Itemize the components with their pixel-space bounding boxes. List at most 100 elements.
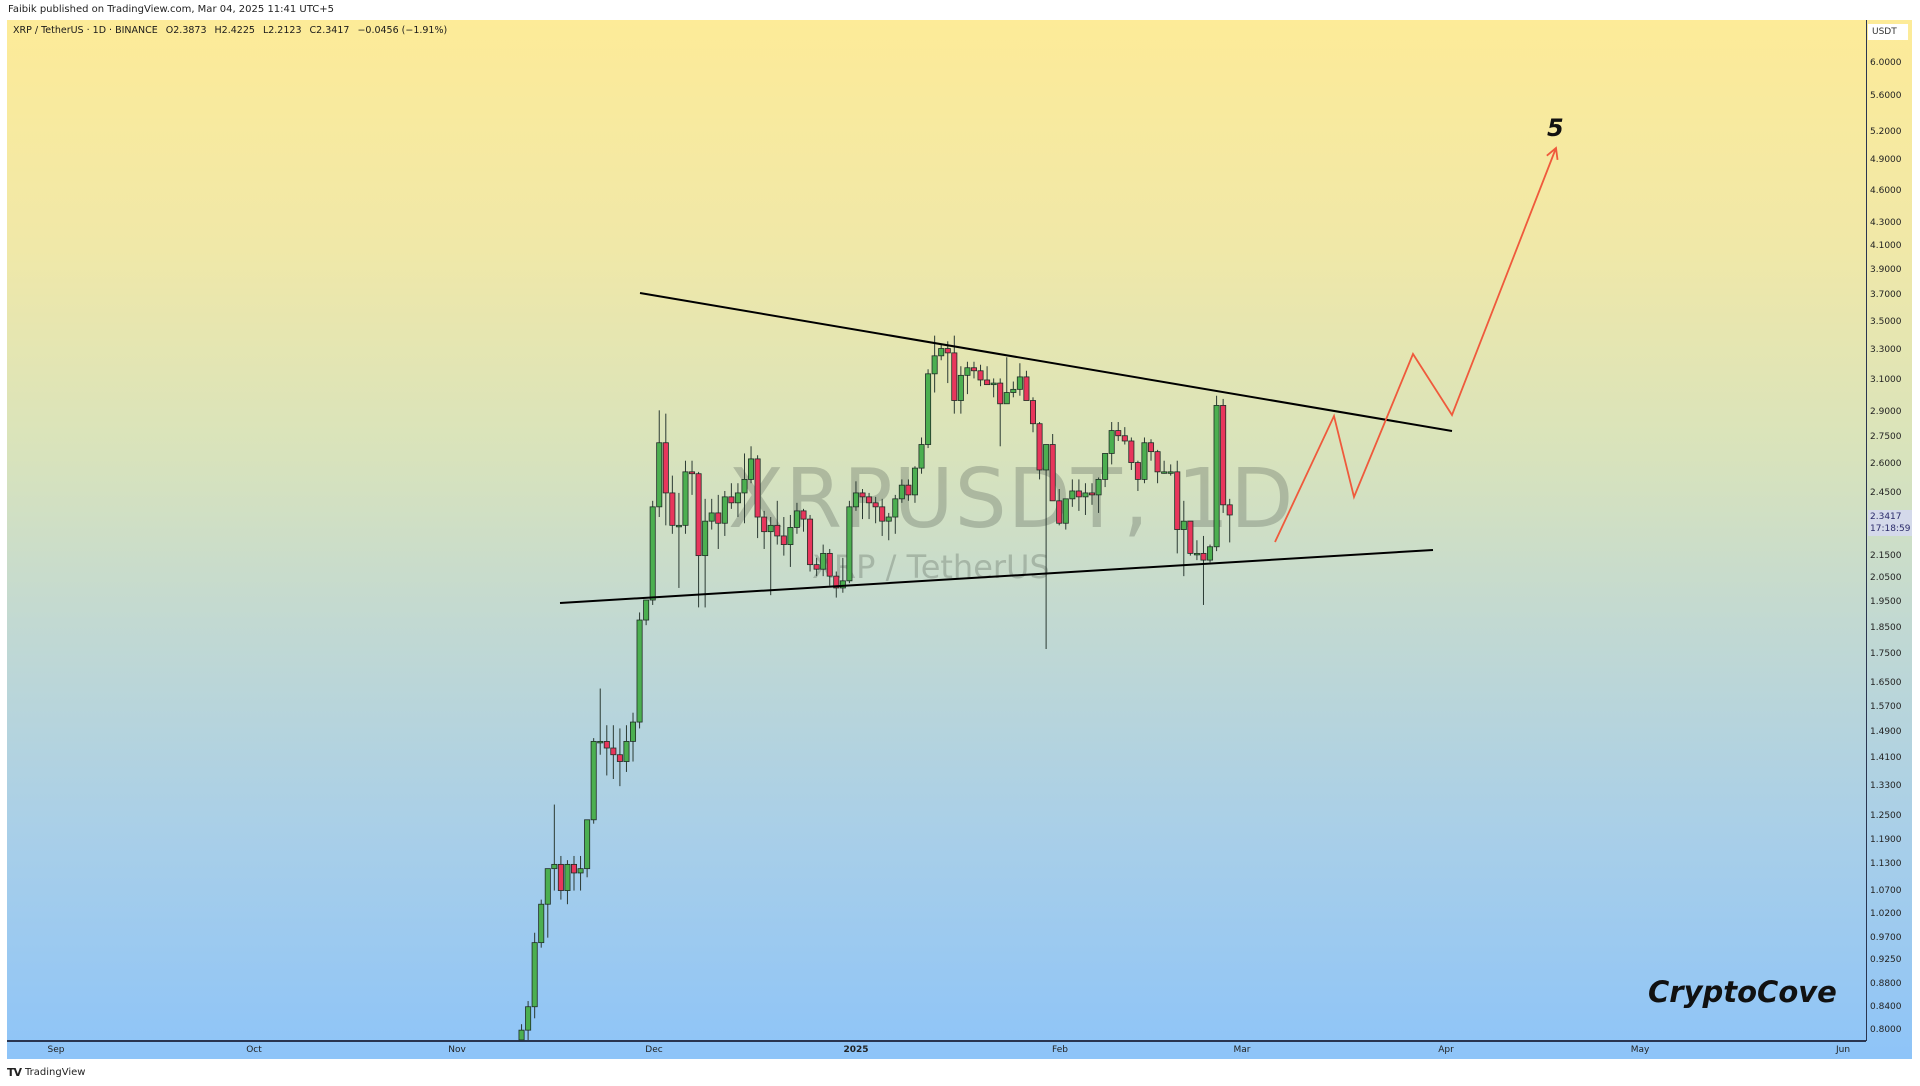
bearish-candle [616, 754, 623, 762]
bearish-candle [1029, 400, 1036, 425]
price-tick: 1.9500 [1870, 597, 1902, 608]
time-tick: May [1630, 1045, 1650, 1055]
last-price-value: 2.3417 [1870, 512, 1902, 522]
upper-trendline[interactable] [639, 292, 1453, 432]
arrowhead-icon [1546, 146, 1559, 161]
price-tick: 1.0200 [1870, 908, 1902, 919]
bearish-candle [728, 496, 735, 504]
bullish-candle [957, 374, 964, 401]
bullish-candle [525, 1006, 532, 1031]
bullish-candle [892, 498, 899, 518]
bullish-candle [1069, 490, 1076, 500]
bullish-candle [538, 903, 545, 944]
bullish-candle [649, 506, 656, 601]
bearish-candle [1036, 423, 1043, 471]
price-tick: 1.1300 [1870, 859, 1902, 870]
currency-unit-button[interactable]: USDT [1868, 24, 1908, 40]
bullish-candle [564, 863, 571, 891]
bearish-candle [1220, 405, 1227, 506]
price-tick: 4.3000 [1870, 217, 1902, 228]
bullish-candle [885, 516, 892, 522]
bullish-candle [1180, 520, 1187, 530]
price-tick: 4.1000 [1870, 240, 1902, 251]
price-tick: 1.4100 [1870, 753, 1902, 764]
bearish-candle [603, 740, 610, 749]
bullish-candle [1062, 498, 1069, 524]
price-tick: 1.7500 [1870, 649, 1902, 660]
bearish-candle [826, 552, 833, 577]
bullish-candle [643, 599, 650, 621]
price-tick: 0.9700 [1870, 932, 1902, 943]
bearish-candle [1115, 430, 1122, 437]
lower-trendline[interactable] [559, 549, 1434, 604]
footer-brand: TradingView [25, 1067, 86, 1078]
price-tick: 3.9000 [1870, 264, 1902, 275]
price-axis[interactable] [1866, 20, 1913, 1041]
bullish-candle [584, 819, 591, 870]
bearish-candle [1128, 440, 1135, 463]
price-tick: 0.8400 [1870, 1001, 1902, 1012]
bearish-candle [689, 471, 696, 475]
bullish-candle [839, 580, 846, 589]
wave-5-label: 5 [1547, 114, 1564, 142]
bearish-candle [905, 484, 912, 496]
bearish-candle [1174, 471, 1181, 530]
time-tick: Feb [1052, 1045, 1068, 1055]
price-tick: 0.8000 [1870, 1025, 1902, 1036]
bullish-candle [1213, 405, 1220, 548]
bearish-candle [1226, 504, 1233, 516]
close-value: C2.3417 [309, 25, 350, 36]
bearish-candle [669, 492, 676, 526]
time-tick: Dec [645, 1045, 663, 1055]
symbol-label[interactable]: XRP / TetherUS · 1D · BINANCE [13, 25, 158, 36]
bullish-candle [1043, 444, 1050, 471]
bullish-candle [734, 492, 741, 504]
price-tick: 1.3300 [1870, 781, 1902, 792]
time-axis[interactable] [7, 1040, 1866, 1061]
bearish-candle [1154, 451, 1161, 473]
bullish-candle [787, 527, 794, 545]
time-tick: Oct [246, 1045, 262, 1055]
price-tick: 5.2000 [1870, 126, 1902, 137]
bearish-candle [1075, 490, 1082, 498]
price-tick: 2.1500 [1870, 550, 1902, 561]
bearish-candle [800, 510, 807, 520]
time-tick: Sep [47, 1045, 65, 1055]
price-tick: 4.9000 [1870, 155, 1902, 166]
projection-path[interactable] [1274, 147, 1557, 543]
price-tick: 2.6000 [1870, 459, 1902, 470]
price-tick: 0.9250 [1870, 955, 1902, 966]
bearish-candle [859, 492, 866, 498]
bullish-candle [682, 471, 689, 526]
bullish-candle [1102, 453, 1109, 480]
bearish-candle [1121, 435, 1128, 442]
chart-pane[interactable] [7, 20, 1912, 1059]
price-tick: 3.1000 [1870, 374, 1902, 385]
bearish-candle [557, 863, 564, 891]
bullish-candle [852, 492, 859, 508]
time-tick: Nov [448, 1045, 466, 1055]
price-tick: 1.0700 [1870, 885, 1902, 896]
price-tick: 0.8800 [1870, 979, 1902, 990]
bullish-candle [721, 496, 728, 524]
bullish-candle [531, 942, 538, 1008]
bearish-candle [944, 348, 951, 354]
bearish-candle [813, 564, 820, 570]
bullish-candle [898, 484, 905, 500]
bullish-candle [630, 721, 637, 742]
bearish-candle [1023, 376, 1030, 401]
bearish-candle [780, 535, 787, 545]
bullish-candle [1016, 376, 1023, 390]
bullish-candle [1207, 546, 1214, 561]
bearish-candle [774, 524, 781, 537]
price-tick: 1.6500 [1870, 677, 1902, 688]
bullish-candle [931, 355, 938, 375]
price-tick: 1.5700 [1870, 701, 1902, 712]
bullish-candle [577, 868, 584, 874]
candles [518, 335, 1233, 1041]
price-tick: 3.5000 [1870, 316, 1902, 327]
bullish-candle [925, 373, 932, 445]
tradingview-logo-icon: TV [7, 1066, 22, 1079]
price-tick: 3.3000 [1870, 344, 1902, 355]
